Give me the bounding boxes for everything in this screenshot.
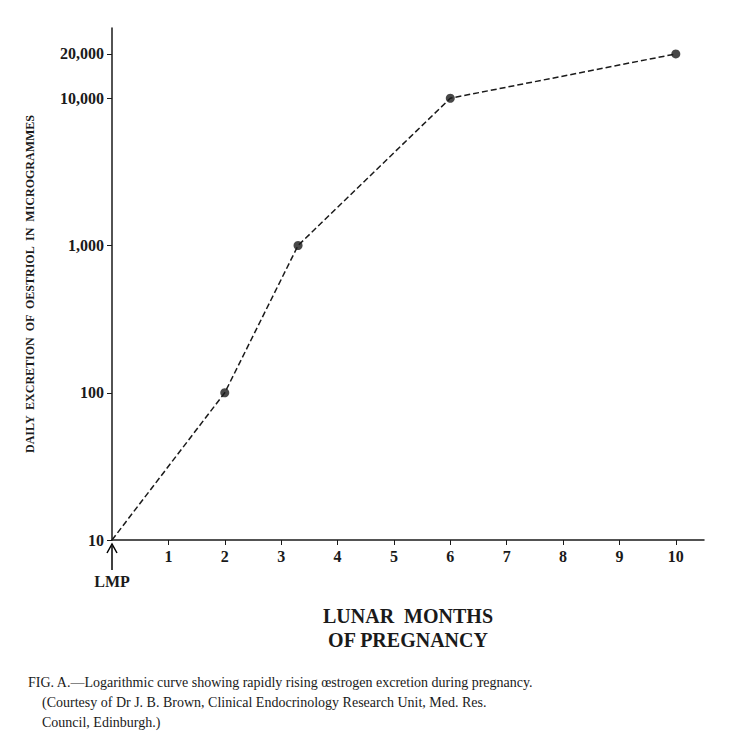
svg-text:4: 4 bbox=[334, 548, 342, 565]
svg-text:8: 8 bbox=[559, 548, 567, 565]
svg-text:Council, Edinburgh.): Council, Edinburgh.) bbox=[28, 715, 161, 731]
svg-text:10,000: 10,000 bbox=[60, 90, 104, 107]
svg-text:6: 6 bbox=[446, 548, 454, 565]
svg-text:OF PREGNANCY: OF PREGNANCY bbox=[328, 629, 488, 651]
svg-text:LUNAR MONTHS: LUNAR MONTHS bbox=[323, 605, 493, 627]
svg-text:1: 1 bbox=[164, 548, 172, 565]
svg-text:7: 7 bbox=[503, 548, 511, 565]
svg-text:DAILY EXCRETION OF OESTRIOL: DAILY EXCRETION OF OESTRIOL IN MICROGRAM… bbox=[23, 115, 37, 453]
svg-text:5: 5 bbox=[390, 548, 398, 565]
svg-text:10: 10 bbox=[88, 532, 104, 549]
svg-text:FIG. A.—Logarithmic curve show: FIG. A.—Logarithmic curve showing rapidl… bbox=[28, 675, 533, 690]
svg-text:(Courtesy of Dr J. B. Brown, C: (Courtesy of Dr J. B. Brown, Clinical En… bbox=[28, 695, 486, 711]
svg-text:9: 9 bbox=[615, 548, 623, 565]
svg-text:1,000: 1,000 bbox=[68, 237, 104, 254]
svg-text:2: 2 bbox=[221, 548, 229, 565]
svg-text:100: 100 bbox=[80, 384, 104, 401]
svg-text:LMP: LMP bbox=[94, 573, 130, 590]
svg-text:3: 3 bbox=[277, 548, 285, 565]
svg-text:20,000: 20,000 bbox=[60, 45, 104, 62]
svg-text:10: 10 bbox=[668, 548, 684, 565]
